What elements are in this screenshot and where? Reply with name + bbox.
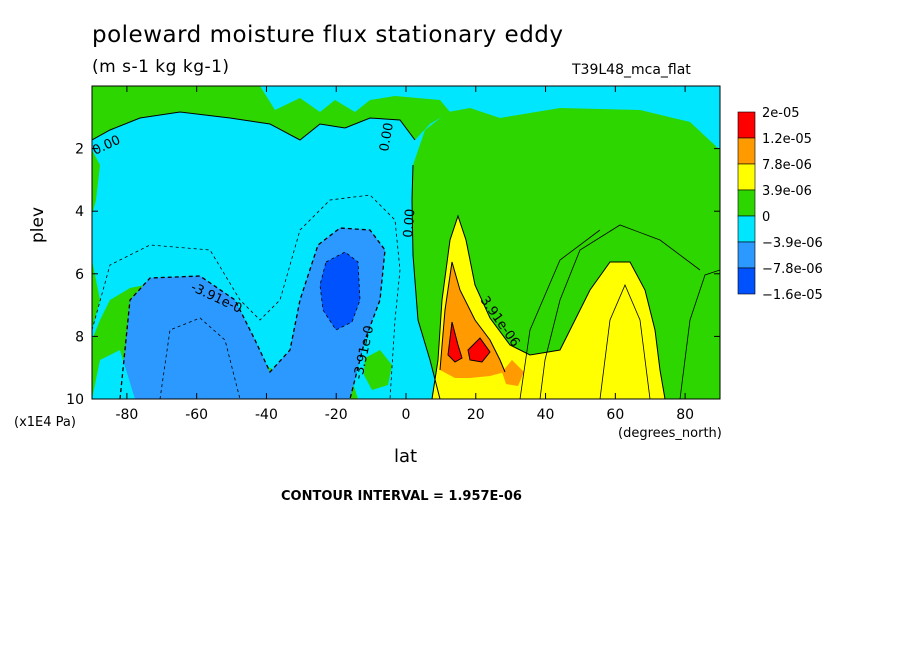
y-tick-label: 10 [66, 392, 84, 408]
legend-swatch [737, 137, 756, 165]
x-tick-label: 60 [606, 407, 624, 423]
negative-contours [119, 227, 386, 399]
region-sh-negative [92, 86, 720, 399]
x-tick-label: -40 [255, 407, 278, 423]
legend-label: 7.8e-06 [762, 158, 812, 173]
y-tick-label: 4 [75, 204, 84, 220]
region-sh-subtropical-minimum [320, 252, 360, 330]
x-axis: -80 -60 -40 -20 0 20 40 60 80 [115, 86, 694, 423]
negative-contours-thin [92, 194, 401, 399]
color-legend: 2e-05 1.2e-05 7.8e-06 3.9e-06 0 −3.9e-06 −7.8e… [737, 106, 823, 303]
legend-label: 1.2e-05 [762, 132, 812, 147]
region-upper-positive-1 [92, 86, 450, 140]
chart-title: poleward moisture flux stationary eddy [92, 22, 564, 48]
region-sh-midlat-negative [120, 228, 385, 399]
region-nh-red-2 [468, 338, 490, 362]
x-axis-label: lat [394, 446, 418, 467]
y-axis: 2 4 6 8 10 [66, 142, 720, 408]
region-nh-orange-small [502, 360, 524, 386]
plot-field [92, 86, 720, 399]
x-tick-label: 20 [467, 407, 485, 423]
y-tick-label: 6 [75, 267, 84, 283]
legend-swatch [737, 241, 756, 269]
contour-label: 0.00 [401, 208, 418, 238]
x-tick-label: -60 [185, 407, 208, 423]
x-tick-label: 40 [537, 407, 555, 423]
legend-swatch [737, 267, 756, 295]
x-tick-label: 80 [676, 407, 694, 423]
legend-label: 0 [762, 210, 770, 225]
x-tick-label: 0 [402, 407, 411, 423]
legend-label: −3.9e-06 [762, 236, 823, 251]
legend-label: 3.9e-06 [762, 184, 812, 199]
chart-units: (m s-1 kg kg-1) [92, 57, 230, 77]
x-axis-unit: (degrees_north) [618, 426, 722, 441]
legend-label: −1.6e-05 [762, 288, 823, 303]
contour-label: 0.00 [377, 122, 397, 153]
contour-interval: CONTOUR INTERVAL = 1.957E-06 [281, 489, 522, 504]
legend-swatch [737, 163, 756, 191]
x-tick-label: -80 [115, 407, 138, 423]
y-axis-unit: (x1E4 Pa) [14, 415, 76, 430]
region-upper-positive-3 [430, 86, 720, 100]
legend-swatch [737, 215, 756, 243]
region-sh-positive-blob [364, 350, 392, 390]
y-tick-label: 8 [75, 329, 84, 345]
region-sh-negative-low [92, 350, 135, 399]
run-label: T39L48_mca_flat [572, 62, 691, 78]
legend-label: 2e-05 [762, 106, 800, 121]
region-nh-red-1 [448, 322, 462, 362]
y-tick-label: 2 [75, 142, 84, 158]
legend-label: −7.8e-06 [762, 262, 823, 277]
region-sh-positive-left [92, 260, 100, 330]
region-upper-positive-2 [92, 150, 100, 215]
legend-swatch [737, 189, 756, 217]
legend-swatch [737, 111, 756, 139]
contour-lines [92, 111, 720, 399]
x-tick-label: -20 [325, 407, 348, 423]
